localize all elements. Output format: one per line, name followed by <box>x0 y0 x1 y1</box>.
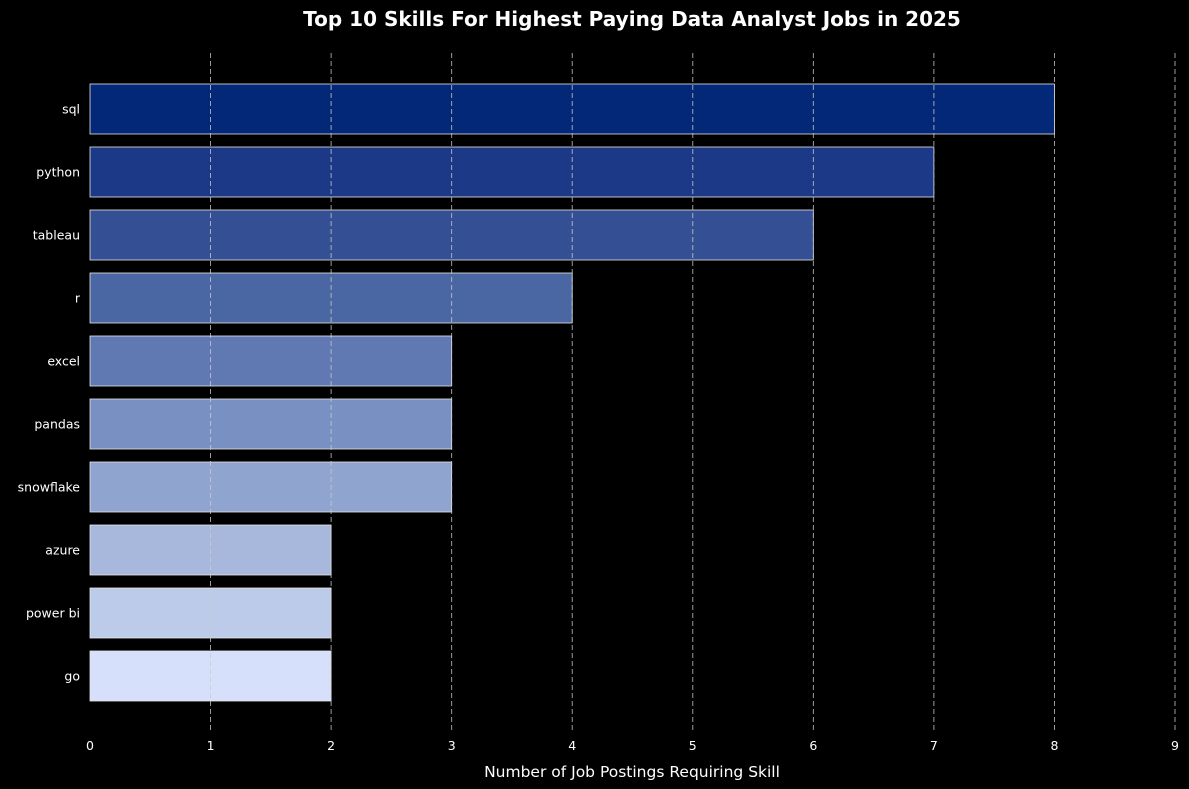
x-tick-label: 2 <box>327 738 335 753</box>
y-tick-label: snowflake <box>18 480 81 495</box>
bar-pandas <box>89 398 453 450</box>
x-tick-label: 5 <box>689 738 697 753</box>
chart-title: Top 10 Skills For Highest Paying Data An… <box>303 7 961 31</box>
x-tick-label: 6 <box>809 738 817 753</box>
x-axis-label: Number of Job Postings Requiring Skill <box>484 763 780 781</box>
grid-lines <box>210 53 1176 732</box>
x-tick-label: 0 <box>86 738 94 753</box>
x-tick-label: 4 <box>568 738 576 753</box>
y-tick-label: pandas <box>34 417 80 432</box>
x-tick-label: 1 <box>207 738 215 753</box>
x-tick-label: 9 <box>1171 738 1179 753</box>
bars <box>89 83 1055 702</box>
y-tick-label: go <box>64 669 80 684</box>
y-tick-label: python <box>36 165 80 180</box>
x-tick-label: 3 <box>448 738 456 753</box>
y-tick-label: sql <box>62 102 80 117</box>
bar-python <box>89 146 935 198</box>
x-axis-ticks: 0 1 2 3 4 5 6 7 8 9 <box>86 738 1179 753</box>
y-tick-label: azure <box>45 543 80 558</box>
x-tick-label: 8 <box>1050 738 1058 753</box>
x-tick-label: 7 <box>930 738 938 753</box>
y-tick-label: power bi <box>26 606 80 621</box>
y-tick-label: tableau <box>33 228 80 243</box>
bar-excel <box>89 335 453 387</box>
y-tick-label: excel <box>47 354 80 369</box>
y-tick-label: r <box>75 291 81 306</box>
y-axis-ticks: sql python tableau r excel pandas snowflake azu… <box>18 102 81 684</box>
bar-go <box>89 650 332 702</box>
bar-snowflake <box>89 461 453 513</box>
